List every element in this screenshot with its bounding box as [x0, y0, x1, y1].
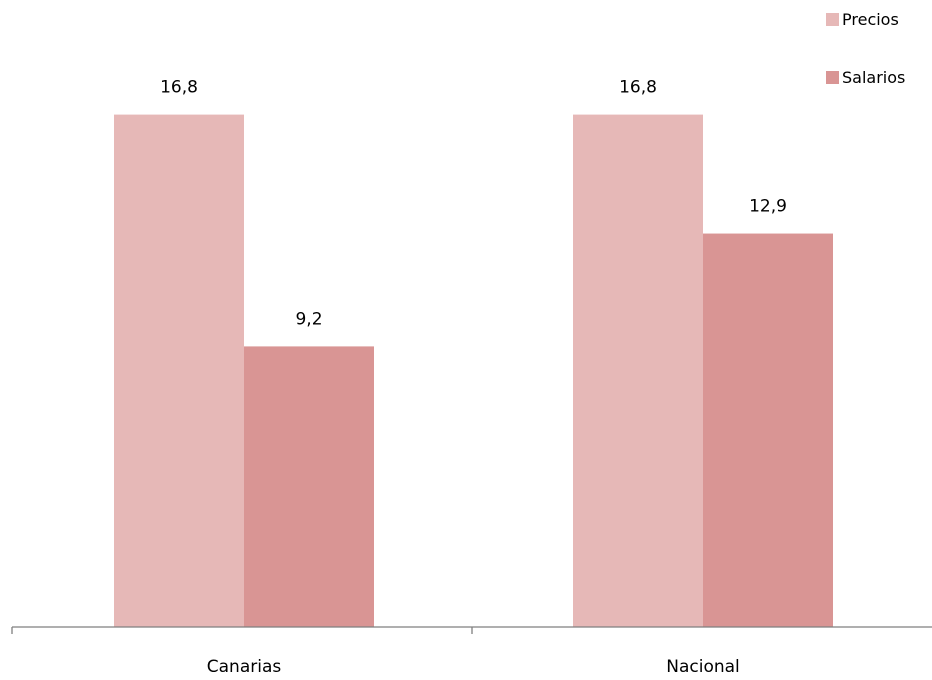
x-axis — [11, 626, 932, 634]
legend-label-salarios: Salarios — [842, 67, 906, 87]
bar-salarios-canarias — [244, 346, 374, 627]
x-tick-label-nacional: Nacional — [666, 657, 740, 677]
bar-precios-nacional — [573, 114, 703, 628]
legend-item-salarios: Salarios — [826, 66, 905, 88]
legend-swatch-salarios — [826, 70, 839, 84]
x-tick-label-canarias: Canarias — [207, 657, 282, 677]
bar-salarios-nacional — [703, 233, 833, 628]
legend-item-precios: Precios — [826, 8, 905, 30]
legend-swatch-precios — [826, 12, 839, 26]
bar-precios-canarias — [114, 114, 244, 628]
data-label-precios-canarias: 16,8 — [160, 78, 198, 98]
data-label-salarios-canarias: 9,2 — [295, 309, 322, 329]
bars-group — [114, 114, 833, 628]
data-label-salarios-nacional: 12,9 — [749, 197, 787, 217]
legend-label-precios: Precios — [842, 9, 899, 29]
category-labels-group: Canarias Nacional — [207, 657, 740, 677]
legend: Precios Salarios — [826, 8, 905, 124]
value-labels-group: 16,8 9,2 16,8 12,9 — [160, 78, 787, 330]
data-label-precios-nacional: 16,8 — [619, 78, 657, 98]
